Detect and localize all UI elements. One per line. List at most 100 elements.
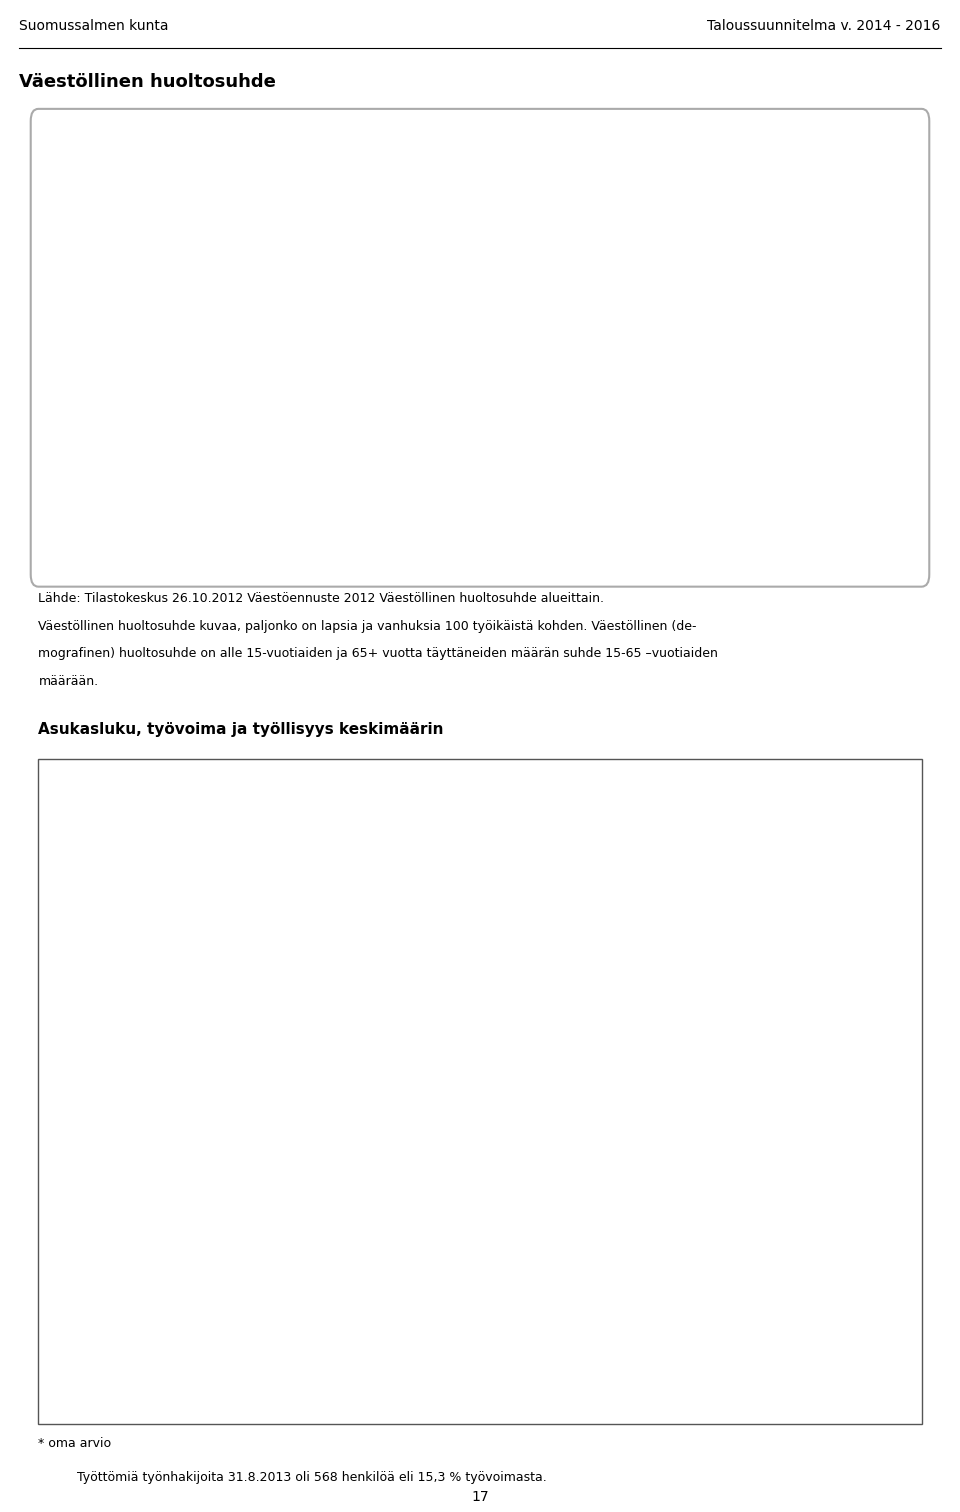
Text: 14,3: 14,3	[791, 1261, 819, 1275]
Text: 3988: 3988	[428, 1205, 460, 1217]
Text: 8635: 8635	[238, 1290, 270, 1303]
Text: 10 740: 10 740	[238, 947, 280, 960]
Text: 15,3: 15,3	[791, 1290, 819, 1303]
Text: 4531: 4531	[428, 1033, 460, 1046]
Text: 1076: 1076	[670, 1004, 702, 1018]
Bar	[530, 249, 582, 529]
Text: 838: 838	[670, 1090, 694, 1104]
Text: 3250: 3250	[549, 1176, 581, 1188]
Text: 1006: 1006	[670, 1033, 702, 1046]
Text: 2011: 2011	[129, 1234, 160, 1246]
Bar	[790, 192, 842, 529]
Text: Väestöllinen huoltosuhde: Väestöllinen huoltosuhde	[19, 73, 276, 91]
Text: 3853: 3853	[428, 1234, 460, 1246]
Text: 3583: 3583	[549, 947, 581, 960]
Text: työttömät: työttömät	[670, 847, 732, 859]
Text: työvoima: työvoima	[428, 847, 487, 859]
Text: 2014*: 2014*	[123, 1318, 160, 1332]
Text: 18,3: 18,3	[791, 1148, 819, 1160]
Text: 546: 546	[670, 1261, 694, 1275]
Text: mografinen) huoltosuhde on alle 15-vuotiaiden ja 65+ vuotta täyttäneiden määrän : mografinen) huoltosuhde on alle 15-vuoti…	[38, 647, 718, 661]
Text: 4433: 4433	[428, 1090, 460, 1104]
Bar	[270, 295, 322, 529]
Bar	[417, 304, 468, 529]
Text: Lähde: ELY-keskus 24.1.2013   31.8.2013: Lähde: ELY-keskus 24.1.2013 31.8.2013	[238, 803, 493, 816]
Text: 3704: 3704	[428, 1290, 460, 1303]
Text: 4342: 4342	[428, 1119, 460, 1131]
Text: 10 248: 10 248	[238, 1033, 280, 1046]
Text: 3595: 3595	[549, 1090, 581, 1104]
Text: 72,5: 72,5	[543, 236, 568, 246]
Text: 2004: 2004	[129, 1033, 160, 1046]
Text: 43,1: 43,1	[333, 1234, 361, 1246]
Text: 1189: 1189	[670, 975, 702, 989]
Text: 3103: 3103	[549, 1376, 581, 1390]
Text: 9435: 9435	[238, 1148, 270, 1160]
Text: 2016*: 2016*	[123, 1376, 160, 1390]
Text: 3479: 3479	[549, 1061, 581, 1075]
Text: 45,0: 45,0	[333, 1090, 361, 1104]
Text: 8813: 8813	[238, 1261, 270, 1275]
Text: 15,2: 15,2	[791, 1119, 819, 1131]
Text: 10 071: 10 071	[238, 1061, 280, 1075]
Text: työttö-: työttö-	[791, 847, 833, 859]
Text: 3262: 3262	[549, 1261, 581, 1275]
Text: 5032: 5032	[428, 918, 460, 931]
Text: 987: 987	[670, 1061, 694, 1075]
Text: 76,9: 76,9	[747, 219, 772, 230]
Text: 8943: 8943	[238, 1234, 270, 1246]
Text: 42,8: 42,8	[333, 1318, 361, 1332]
Text: 3615: 3615	[428, 1347, 460, 1361]
Text: 3136: 3136	[549, 1290, 581, 1303]
Text: 4740: 4740	[428, 1004, 460, 1018]
Text: 57,6: 57,6	[227, 293, 252, 304]
Text: 9156: 9156	[238, 1205, 270, 1217]
Text: 3678: 3678	[549, 918, 581, 931]
Text: 8420: 8420	[238, 1376, 270, 1390]
Text: 42,9: 42,9	[333, 1290, 361, 1303]
Text: 3352: 3352	[549, 1234, 581, 1246]
Text: 8565: 8565	[238, 1318, 270, 1332]
Text: Asukasluku, työvoima ja työllisyys keskimäärin: Asukasluku, työvoima ja työllisyys keski…	[38, 723, 444, 736]
Text: 44,2: 44,2	[333, 1033, 361, 1046]
Text: 60,6: 60,6	[283, 283, 308, 292]
Text: Suomussalmen kunta: Suomussalmen kunta	[19, 18, 169, 33]
Text: 43,5: 43,5	[333, 1205, 361, 1217]
Text: 65,7: 65,7	[487, 263, 512, 272]
Text: 27,1: 27,1	[791, 947, 819, 960]
Text: 22,1: 22,1	[791, 1061, 819, 1075]
Text: 26,9: 26,9	[791, 918, 819, 931]
Text: 13,5: 13,5	[791, 1376, 819, 1390]
Text: 15,6: 15,6	[791, 1205, 819, 1217]
Text: 3964: 3964	[428, 1176, 460, 1188]
Text: Työttömiä työnhakijoita 31.8.2013 oli 568 henkilöä eli 15,3 % työvoimasta.: Työttömiä työnhakijoita 31.8.2013 oli 56…	[77, 1471, 546, 1483]
Text: 4466: 4466	[428, 1061, 460, 1075]
Text: 3782: 3782	[549, 1119, 581, 1131]
Title: Väestöllinen huoltosuhde alueittain 2011 - 2020: Väestöllinen huoltosuhde alueittain 2011…	[333, 119, 665, 133]
Text: 3525: 3525	[549, 1033, 581, 1046]
Text: %: %	[791, 888, 803, 901]
Text: 17: 17	[471, 1489, 489, 1504]
Text: 2000: 2000	[129, 918, 160, 931]
Text: 44,3: 44,3	[333, 1061, 361, 1075]
Text: 15,0: 15,0	[791, 1318, 819, 1332]
Text: määrään.: määrään.	[38, 674, 99, 688]
Text: as.luku: as.luku	[238, 847, 282, 859]
Text: 22,2: 22,2	[791, 1033, 819, 1046]
Bar	[473, 275, 525, 529]
Text: 619: 619	[670, 1205, 694, 1217]
Text: 3704: 3704	[549, 975, 581, 989]
Text: 4893: 4893	[428, 975, 460, 989]
Text: 1354: 1354	[670, 918, 702, 931]
Text: 64,4: 64,4	[690, 268, 715, 278]
Text: 45,1: 45,1	[333, 1119, 361, 1131]
Text: 2008: 2008	[129, 1148, 160, 1160]
Text: 3289: 3289	[549, 1148, 581, 1160]
Text: 2002: 2002	[129, 975, 160, 989]
Text: 9848: 9848	[238, 1090, 270, 1104]
Text: 2001: 2001	[129, 947, 160, 960]
Text: 46,4: 46,4	[333, 975, 361, 989]
Text: 501: 501	[670, 1234, 694, 1246]
Text: * oma arvio: * oma arvio	[38, 1438, 111, 1450]
Text: 1332: 1332	[670, 947, 702, 960]
